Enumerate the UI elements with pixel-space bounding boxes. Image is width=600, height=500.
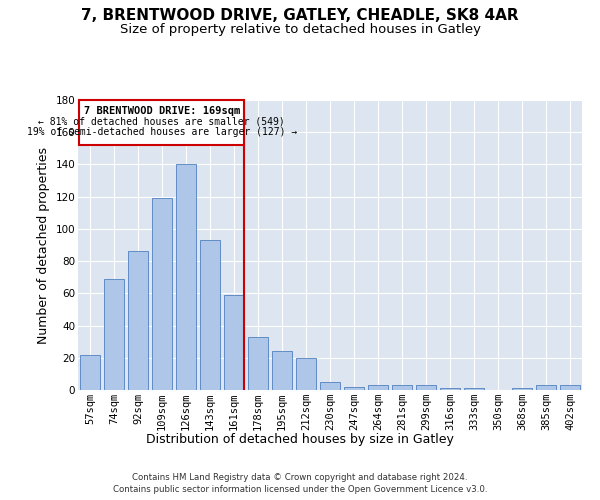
Bar [128,252,148,390]
Bar [272,352,292,390]
Bar [440,388,460,390]
Bar [80,354,100,390]
Bar [560,385,580,390]
Bar [224,295,244,390]
Bar [79,100,244,145]
Bar [344,387,364,390]
Bar [152,198,172,390]
Text: Size of property relative to detached houses in Gatley: Size of property relative to detached ho… [119,22,481,36]
Y-axis label: Number of detached properties: Number of detached properties [37,146,50,344]
Text: ← 81% of detached houses are smaller (549): ← 81% of detached houses are smaller (54… [38,117,285,127]
Bar [416,385,436,390]
Text: Contains public sector information licensed under the Open Government Licence v3: Contains public sector information licen… [113,485,487,494]
Text: 7, BRENTWOOD DRIVE, GATLEY, CHEADLE, SK8 4AR: 7, BRENTWOOD DRIVE, GATLEY, CHEADLE, SK8… [81,8,519,22]
Bar [176,164,196,390]
Text: 7 BRENTWOOD DRIVE: 169sqm: 7 BRENTWOOD DRIVE: 169sqm [83,106,240,116]
Bar [296,358,316,390]
Bar [320,382,340,390]
Bar [536,385,556,390]
Bar [392,385,412,390]
Bar [512,388,532,390]
Text: Contains HM Land Registry data © Crown copyright and database right 2024.: Contains HM Land Registry data © Crown c… [132,472,468,482]
Bar [104,279,124,390]
Bar [368,385,388,390]
Text: Distribution of detached houses by size in Gatley: Distribution of detached houses by size … [146,432,454,446]
Bar [248,337,268,390]
Bar [200,240,220,390]
Bar [464,388,484,390]
Text: 19% of semi-detached houses are larger (127) →: 19% of semi-detached houses are larger (… [26,128,297,138]
